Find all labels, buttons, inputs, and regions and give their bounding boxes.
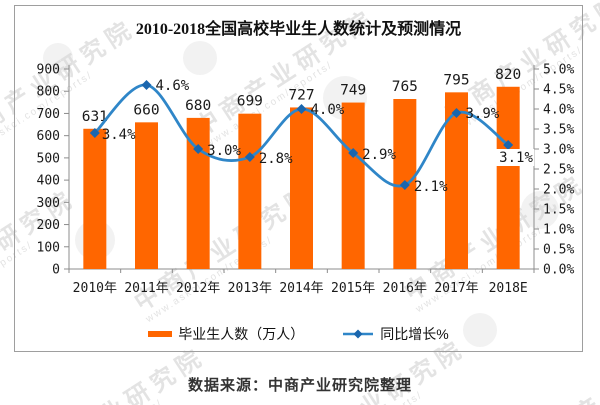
growth-value-label: 3.0% [207,143,241,159]
line-marker [451,108,462,118]
y-tick-label-left: 900 [37,63,60,78]
y-tick-label-right: 4.0% [543,103,574,118]
y-tick-label-right: 3.0% [543,143,574,158]
x-tick-label: 2010年 [73,281,117,296]
bar [135,122,158,269]
source-caption: 数据来源：中商产业研究院整理 [187,377,412,394]
growth-value-label: 4.0% [311,102,345,118]
y-tick-label-right: 1.5% [543,203,574,218]
bar-value-label: 727 [288,87,314,103]
y-tick-label-right: 4.5% [543,83,574,98]
x-tick-label: 2015年 [331,281,375,296]
x-tick-label: 2017年 [434,281,478,296]
legend-item-bar: 毕业生人数（万人） [148,324,304,344]
y-tick-label-left: 600 [37,129,60,144]
line-marker [141,80,152,90]
y-tick-label-left: 200 [37,218,60,233]
bar [341,102,365,269]
y-tick-label-right: 0.5% [543,243,574,258]
chart-title: 2010-2018全国高校毕业生人数统计及预测情况 [135,21,462,38]
bar-value-label: 631 [82,109,108,125]
line-marker [348,148,359,158]
bar-value-label: 765 [392,79,418,95]
x-tick-label: 2013年 [228,281,272,296]
x-tick-label: 2018E [489,281,528,296]
legend-label-bar: 毕业生人数（万人） [178,326,305,342]
x-tick-label: 2016年 [383,281,427,296]
bar-value-label: 660 [133,102,159,118]
y-tick-label-right: 2.0% [543,183,574,198]
bar-value-label: 749 [340,83,366,99]
x-tick-label: 2011年 [124,281,168,296]
x-tick-label: 2014年 [279,281,323,296]
line-marker [193,144,204,154]
line-marker [399,180,410,190]
line-marker [503,140,514,150]
bar [186,117,210,269]
bar [83,128,107,269]
chart-panel: 2010-2018全国高校毕业生人数统计及预测情况 0 100 200 300 400 5… [14,5,583,352]
y-tick-label-right: 3.5% [543,123,574,138]
growth-value-label: 3.1% [499,150,533,166]
y-tick-label-left: 400 [37,174,60,189]
bar-series-swatch-icon [148,331,173,337]
y-tick-label-left: 100 [37,240,60,255]
y-tick-label-right: 2.5% [543,163,574,178]
growth-value-label: 4.6% [156,78,190,94]
bar-value-label: 795 [443,72,469,88]
line-series-swatch-icon [343,329,374,339]
bar-value-label: 820 [495,67,521,83]
bar [496,86,520,270]
plot-area: 0 100 200 300 400 500 600 700 800 900 0.0% 0.5% 1.0%… [37,63,575,297]
growth-value-label: 2.1% [414,179,448,195]
growth-value-label: 3.9% [466,106,500,122]
y-tick-label-left: 300 [37,196,60,211]
legend-item-line: 同比增长% [342,324,449,344]
y-tick-label-left: 800 [37,85,60,100]
legend-label-line: 同比增长% [380,326,449,342]
growth-value-label: 3.4% [102,127,136,143]
y-tick-label-right: 0.0% [543,263,574,278]
x-tick-label: 2012年 [176,281,220,296]
line-marker [244,152,255,162]
growth-value-label: 2.9% [362,147,396,163]
y-tick-label-left: 700 [37,107,60,122]
y-tick-label-left: 0 [52,263,60,278]
growth-value-label: 2.8% [259,151,293,167]
y-tick-label-right: 5.0% [543,63,574,78]
bar-value-label: 699 [237,94,263,110]
growth-label-bg [496,149,535,166]
y-tick-label-left: 500 [37,151,60,166]
line-marker [296,104,307,114]
bar [238,113,262,270]
bar-value-label: 680 [185,98,211,114]
y-tick-label-right: 1.0% [543,223,574,238]
bar [445,92,468,269]
legend: 毕业生人数（万人） 同比增长% [15,324,582,344]
bar [290,107,313,269]
line-marker [89,128,100,138]
